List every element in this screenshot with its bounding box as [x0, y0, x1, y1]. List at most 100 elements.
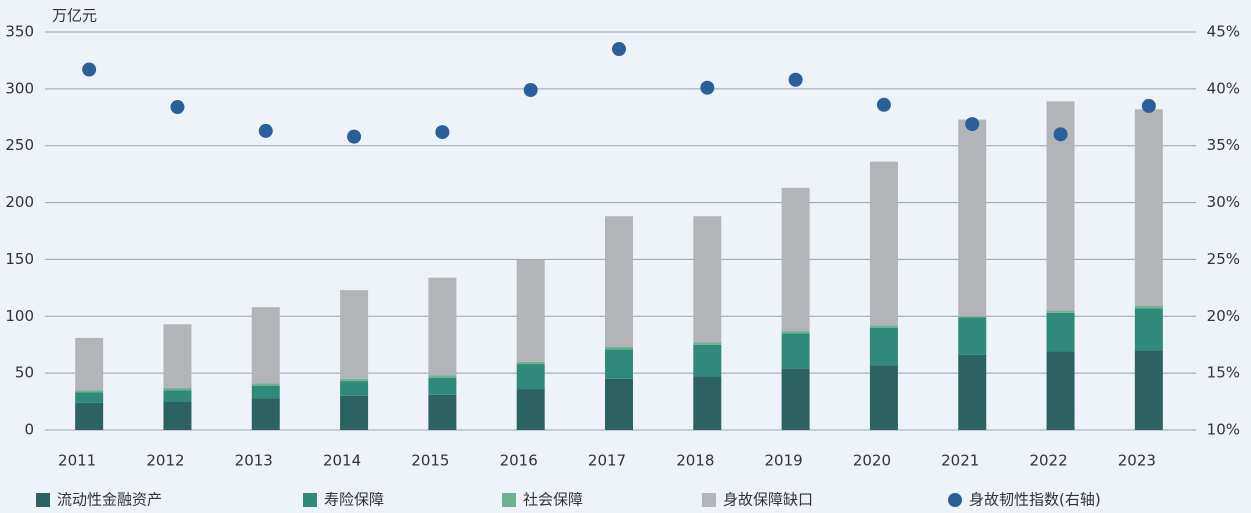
y2-tick-label: 30%: [1207, 193, 1240, 211]
index-dot: [788, 72, 803, 87]
y-axis-title: 万亿元: [52, 7, 97, 25]
index-dot: [258, 123, 273, 138]
bar-segment: [693, 342, 722, 345]
legend-marker: [303, 493, 317, 507]
bar-segment: [251, 385, 280, 399]
bar-segment: [75, 392, 104, 403]
bar-segment: [869, 365, 898, 430]
bar-segment: [1134, 306, 1163, 309]
index-dot: [965, 117, 980, 132]
bar-segment: [693, 216, 722, 343]
index-dot: [1141, 98, 1156, 113]
legend-marker: [502, 493, 516, 507]
bar-segment: [958, 354, 987, 430]
bar-segment: [693, 376, 722, 430]
index-dot: [347, 129, 362, 144]
legend-label: 流动性金融资产: [57, 491, 162, 509]
legend-marker: [702, 493, 716, 507]
y2-tick-label: 20%: [1207, 307, 1240, 325]
bar-segment: [340, 290, 369, 379]
bar-segment: [693, 344, 722, 377]
index-dot: [170, 100, 185, 115]
bar-segment: [1134, 109, 1163, 307]
y2-tick-label: 15%: [1207, 364, 1240, 382]
index-dot: [82, 62, 97, 77]
y-tick-label: 50: [15, 364, 34, 382]
bar-segment: [428, 277, 457, 376]
bar-segment: [75, 390, 104, 393]
x-tick-label: 2018: [676, 452, 714, 470]
legend-label: 社会保障: [523, 491, 583, 509]
bar-segment: [869, 161, 898, 326]
legend-label: 身故保障缺口: [723, 491, 813, 509]
legend-label: 寿险保障: [324, 491, 384, 509]
bar-segment: [605, 346, 633, 350]
y2-tick-label: 10%: [1207, 421, 1240, 439]
y-tick-label: 0: [24, 421, 34, 439]
x-tick-label: 2020: [853, 452, 891, 470]
legend-marker: [948, 493, 962, 507]
bar-segment: [869, 327, 898, 366]
bar-segment: [781, 187, 810, 332]
y-tick-label: 100: [5, 307, 34, 325]
index-dot: [700, 80, 715, 95]
x-tick-label: 2023: [1118, 452, 1156, 470]
bar-segment: [516, 389, 545, 430]
bar-segment: [781, 331, 810, 334]
bar-segment: [781, 368, 810, 430]
bar-segment: [605, 378, 633, 430]
bar-segment: [251, 307, 280, 384]
x-tick-label: 2021: [941, 452, 979, 470]
bar-segment: [958, 316, 987, 318]
bar-segment: [163, 401, 192, 430]
x-tick-label: 2022: [1029, 452, 1067, 470]
y-tick-label: 300: [5, 79, 34, 97]
bar-segment: [605, 349, 633, 379]
bar-segment: [428, 394, 457, 430]
y-tick-label: 200: [5, 193, 34, 211]
bar-segment: [958, 119, 987, 317]
bar-segment: [1046, 312, 1075, 352]
bar-segment: [781, 333, 810, 369]
x-tick-label: 2017: [588, 452, 626, 470]
y2-tick-label: 35%: [1207, 136, 1240, 154]
bar-segment: [251, 398, 280, 430]
bar-segment: [428, 377, 457, 395]
bar-segment: [1046, 351, 1075, 430]
y-tick-label: 150: [5, 250, 34, 268]
x-tick-label: 2014: [323, 452, 361, 470]
bar-segment: [340, 378, 369, 382]
bar-segment: [251, 383, 280, 386]
y2-tick-label: 40%: [1207, 79, 1240, 97]
index-dot: [523, 82, 538, 97]
bar-segment: [516, 259, 545, 362]
index-dot: [612, 42, 626, 57]
x-tick-label: 2013: [235, 452, 273, 470]
y-tick-label: 250: [5, 136, 34, 154]
x-tick-label: 2019: [765, 452, 803, 470]
index-dot: [435, 125, 450, 140]
bar-segment: [958, 317, 987, 355]
bar-segment: [75, 337, 104, 391]
y2-tick-label: 25%: [1207, 250, 1240, 268]
y2-tick-label: 45%: [1207, 23, 1240, 41]
y-tick-label: 350: [5, 23, 34, 41]
index-dot: [876, 97, 891, 112]
index-dot: [1053, 127, 1068, 142]
x-tick-label: 2011: [58, 452, 96, 470]
bar-segment: [340, 381, 369, 396]
bar-segment: [163, 387, 192, 391]
bar-segment: [1134, 308, 1163, 351]
x-tick-label: 2012: [146, 452, 184, 470]
bar-segment: [75, 402, 104, 430]
bar-segment: [163, 324, 192, 388]
bar-segment: [163, 390, 192, 402]
bar-segment: [340, 395, 369, 430]
x-tick-label: 2015: [411, 452, 449, 470]
x-tick-label: 2016: [500, 452, 538, 470]
bar-segment: [1134, 350, 1163, 430]
legend-marker: [36, 493, 50, 507]
bar-segment: [869, 325, 898, 328]
bar-segment: [605, 216, 633, 347]
